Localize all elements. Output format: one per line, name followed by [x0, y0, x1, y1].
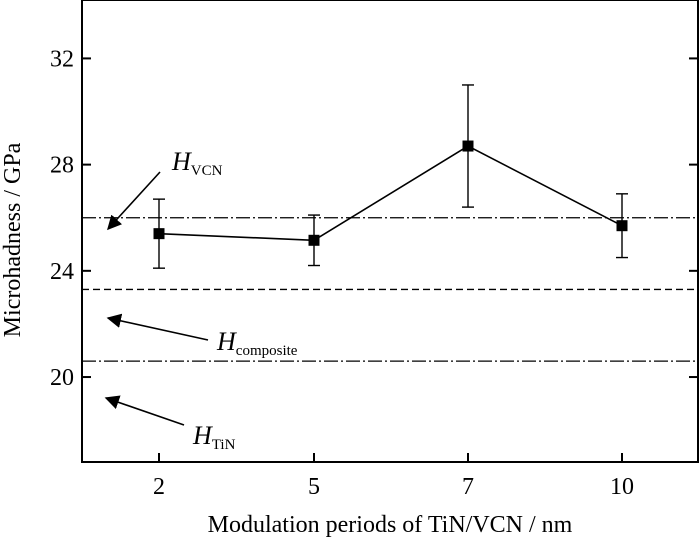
- reference-line-label: HTiN: [192, 421, 236, 453]
- x-tick-label: 10: [610, 474, 634, 500]
- y-tick-label: 28: [50, 153, 74, 179]
- y-axis-title: Microhadness / GPa: [0, 142, 26, 337]
- x-tick-label: 7: [462, 474, 474, 500]
- data-point: [153, 228, 165, 240]
- reference-line-arrow: [107, 171, 161, 231]
- reference-line-label: HVCN: [171, 147, 223, 179]
- series-line: [158, 145, 623, 242]
- x-tick-label: 5: [308, 474, 320, 500]
- y-tick-label: 20: [50, 365, 74, 391]
- reference-lines: HVCN Hcomposite HTiN: [82, 147, 698, 453]
- data-series: [153, 84, 628, 269]
- reference-line-arrow: [104, 395, 185, 426]
- reference-line-label-subscript: TiN: [212, 437, 236, 453]
- y-tick-label: 24: [50, 259, 74, 285]
- reference-line-label-subscript: VCN: [191, 163, 223, 179]
- x-tick-label: 2: [153, 474, 165, 500]
- data-point: [462, 140, 474, 152]
- y-tick-label: 32: [50, 46, 74, 72]
- axis-ticks: 20 24 28 32 2 5 7 10: [50, 46, 698, 500]
- reference-line-label-subscript: composite: [236, 343, 298, 359]
- plot-area: [81, 0, 699, 463]
- reference-line-arrow: [106, 313, 209, 341]
- x-axis-title: Modulation periods of TiN/VCN / nm: [208, 512, 573, 538]
- data-point: [616, 220, 628, 232]
- reference-line-label: Hcomposite: [216, 327, 298, 359]
- data-point: [308, 234, 320, 246]
